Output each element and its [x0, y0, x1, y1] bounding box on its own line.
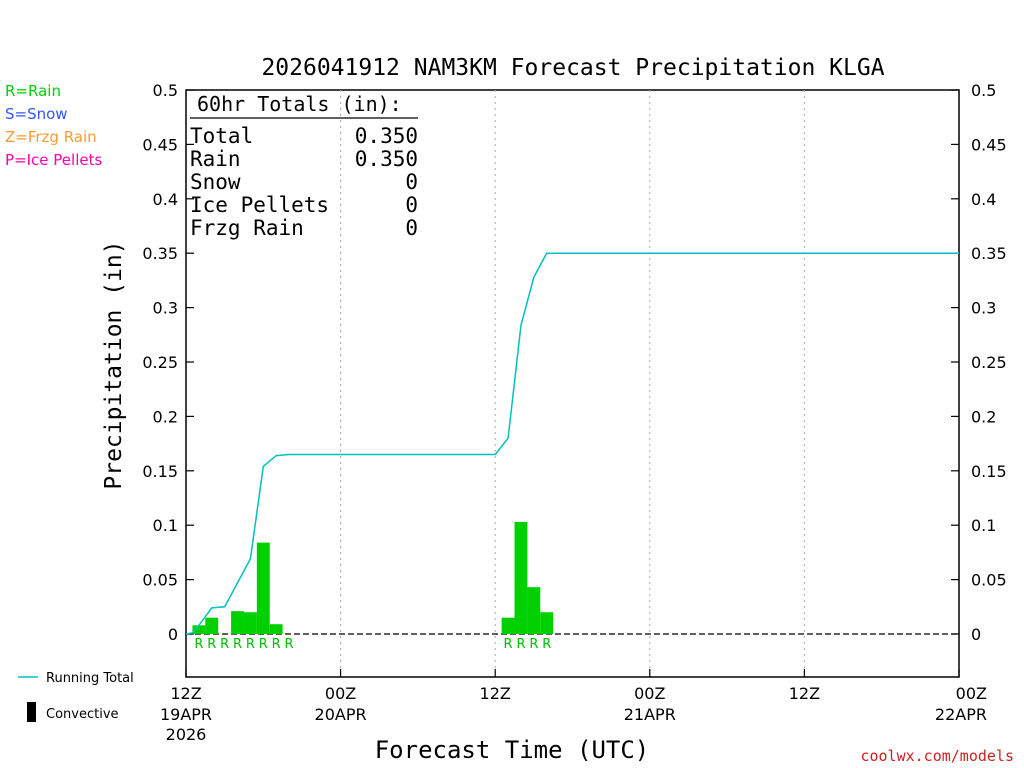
- y-axis-ticks: 0 00.05 0.050.1 0.10.15 0.150.2 0.20.25 0.250.…: [142, 81, 1006, 644]
- x-tick-label-time: 12Z: [170, 684, 201, 703]
- y-tick-label-left: 0.1: [153, 516, 178, 535]
- y-tick-label-right: 0.2: [971, 407, 996, 426]
- x-tick-label-year: 2026: [166, 725, 207, 744]
- precip-bar: [501, 617, 515, 634]
- totals-row-label: Snow: [190, 170, 241, 194]
- totals-row-label: Ice Pellets: [190, 193, 329, 217]
- y-tick-label-right: 0.15: [971, 462, 1007, 481]
- y-tick-label-left: 0.35: [142, 244, 178, 263]
- precip-type-label: R: [272, 637, 281, 652]
- precip-bar: [269, 624, 283, 634]
- precip-bar: [231, 611, 244, 634]
- x-tick-label-date: 19APR: [160, 705, 212, 724]
- convective-legend-swatch: [27, 702, 36, 722]
- precip-bar: [205, 617, 219, 634]
- x-tick-label-time: 00Z: [956, 684, 987, 703]
- running-total-line: [185, 252, 959, 635]
- precip-type-label: R: [194, 637, 203, 652]
- precip-type-legend: R=Rain S=Snow Z=Frzg Rain P=Ice Pellets: [5, 82, 102, 169]
- y-tick-label-right: 0.35: [971, 244, 1007, 263]
- y-tick-label-left: 0: [168, 625, 178, 644]
- totals-row-label: Rain: [190, 147, 241, 171]
- chart-title: 2026041912 NAM3KM Forecast Precipitation…: [261, 55, 884, 81]
- precip-type-label: R: [285, 637, 294, 652]
- y-tick-label-right: 0.1: [971, 516, 996, 535]
- precip-type-label: R: [542, 637, 551, 652]
- y-tick-label-left: 0.15: [142, 462, 178, 481]
- x-tick-label-date: 20APR: [315, 705, 367, 724]
- credit-text: coolwx.com/models: [860, 747, 1014, 765]
- precip-bar: [527, 587, 541, 634]
- totals-row-label: Total: [190, 124, 253, 148]
- x-tick-label-date: 22APR: [935, 705, 987, 724]
- totals-row-value: 0: [405, 216, 418, 240]
- precip-bar: [540, 612, 554, 634]
- y-tick-label-left: 0.3: [153, 299, 178, 318]
- x-tick-label-time: 12Z: [480, 684, 511, 703]
- x-tick-label-date: 21APR: [624, 705, 676, 724]
- y-tick-label-right: 0: [971, 625, 981, 644]
- grid-lines: [186, 90, 959, 677]
- hourly-precip-bars: [192, 521, 554, 634]
- totals-row-value: 0: [405, 170, 418, 194]
- precip-bar: [514, 521, 528, 634]
- convective-legend-label: Convective: [46, 707, 119, 722]
- precip-type-label: R: [504, 637, 513, 652]
- plot-frame: [185, 89, 960, 678]
- precip-type-label: R: [207, 637, 216, 652]
- totals-heading: 60hr Totals (in):: [197, 92, 402, 116]
- totals-row-value: 0.350: [355, 147, 418, 171]
- ptype-legend-item: S=Snow: [5, 105, 68, 123]
- precip-type-label: R: [246, 637, 255, 652]
- precip-bar: [192, 625, 206, 634]
- y-tick-label-left: 0.4: [153, 190, 178, 209]
- y-tick-label-right: 0.25: [971, 353, 1007, 372]
- y-tick-label-right: 0.45: [971, 135, 1007, 154]
- y-tick-label-right: 0.3: [971, 299, 996, 318]
- bottom-legend: Running Total Convective: [18, 671, 134, 722]
- precip-bar: [243, 612, 257, 634]
- totals-row-label: Frzg Rain: [190, 216, 304, 240]
- y-tick-label-right: 0.05: [971, 571, 1007, 590]
- y-tick-label-left: 0.25: [142, 353, 178, 372]
- totals-row-value: 0: [405, 193, 418, 217]
- precip-type-label: R: [220, 637, 229, 652]
- ptype-legend-item: P=Ice Pellets: [5, 151, 102, 169]
- y-tick-label-right: 0.5: [971, 81, 996, 100]
- y-tick-label-left: 0.05: [142, 571, 178, 590]
- precip-type-label: R: [516, 637, 525, 652]
- y-tick-label-left: 0.45: [142, 135, 178, 154]
- x-tick-label-time: 00Z: [634, 684, 665, 703]
- x-tick-label-time: 12Z: [789, 684, 820, 703]
- ptype-legend-item: Z=Frzg Rain: [5, 128, 97, 146]
- precip-type-label: R: [233, 637, 242, 652]
- running-total-legend-label: Running Total: [46, 671, 134, 686]
- totals-row-value: 0.350: [355, 124, 418, 148]
- y-tick-label-left: 0.2: [153, 407, 178, 426]
- y-axis-label: Precipitation (in): [101, 240, 127, 489]
- x-tick-label-time: 00Z: [325, 684, 356, 703]
- precip-bar: [256, 542, 270, 634]
- x-axis-label: Forecast Time (UTC): [375, 736, 650, 764]
- precip-type-label: R: [529, 637, 538, 652]
- running-total-series: [185, 252, 959, 635]
- ptype-legend-item: R=Rain: [5, 82, 61, 100]
- totals-box: 60hr Totals (in): Total 0.350 Rain 0.350 Sno…: [190, 92, 418, 240]
- y-tick-label-right: 0.4: [971, 190, 996, 209]
- precip-type-label: R: [259, 637, 268, 652]
- y-tick-label-left: 0.5: [153, 81, 178, 100]
